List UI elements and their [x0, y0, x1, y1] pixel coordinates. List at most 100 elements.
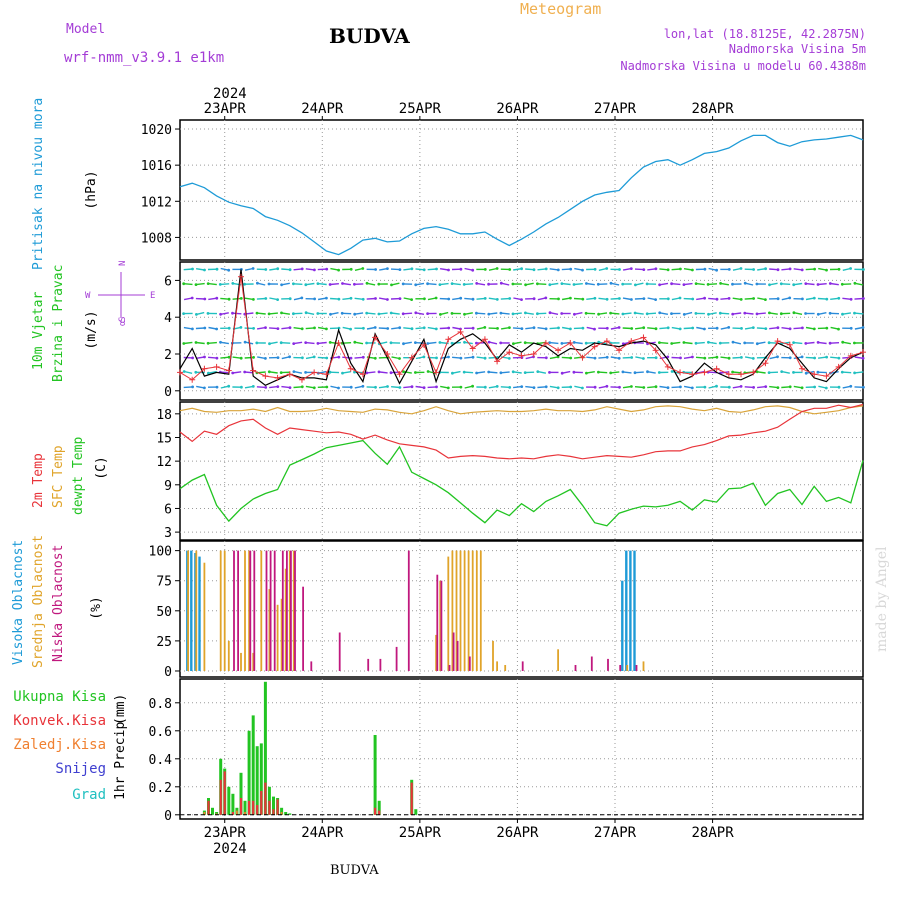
wind-arrow-head: [560, 342, 564, 345]
precip-ytick-label-0: 0: [164, 809, 172, 824]
wind-arrow: [439, 282, 449, 286]
model-value: wrf-nmm_v3.9.1 e1km: [64, 50, 224, 66]
wind-arrow-head: [459, 385, 463, 389]
wind-arrow: [561, 326, 571, 330]
wind-arrow: [757, 371, 766, 374]
wind-arrow-head: [511, 282, 515, 286]
wind-arrow-head: [707, 340, 710, 344]
wind-arrow-head: [715, 268, 718, 272]
wind-arrow-head: [203, 355, 206, 359]
wind-arrow-head: [841, 340, 845, 344]
wind-arrow-head: [788, 267, 792, 271]
wind-arrow: [720, 282, 730, 286]
wind-arrow: [830, 342, 840, 344]
wind-arrow-head: [703, 356, 707, 360]
wind-arrow: [476, 297, 486, 300]
cloud-bar-mid: [447, 556, 450, 671]
wind-arrow: [756, 312, 766, 315]
wind-arrow: [427, 386, 437, 389]
meteogram-label: Meteogram: [520, 0, 601, 18]
wind-arrow-head: [573, 312, 576, 316]
wind-arrow-head: [548, 371, 551, 374]
wind-arrow-head: [300, 385, 304, 389]
temp-ytick-label-3: 12: [156, 455, 172, 470]
footer-title: BUDVA: [330, 863, 379, 878]
wind-arrow: [488, 312, 498, 315]
wind-arrow-head: [853, 371, 856, 375]
wind-arrow-head: [731, 370, 734, 374]
wind-arrow: [452, 282, 461, 286]
temp-ytick-label-4: 15: [156, 431, 172, 446]
cloud-bar-high: [633, 550, 636, 671]
cloud-bar-low: [448, 665, 451, 671]
precip-ytick-label-4: 0.8: [149, 697, 172, 712]
wind-arrow: [854, 356, 864, 359]
wind-arrow-head: [219, 340, 222, 344]
wind-arrow: [525, 312, 534, 315]
wind-arrow-head: [792, 283, 796, 287]
wind-arrow: [317, 326, 327, 330]
wind-arrow-head: [536, 312, 539, 316]
wind-arrow: [744, 297, 754, 300]
precip-legend-snow: Snijeg: [55, 761, 106, 777]
clouds-panel: 0 25 50 75 100 Visoka Oblacnost Srednja Obla…: [11, 535, 864, 680]
wind-arrow: [549, 385, 559, 389]
wind-arrow: [366, 371, 376, 374]
wind-arrow-head: [764, 267, 767, 271]
precip-bar: [227, 786, 231, 815]
wind-arrow-head: [666, 297, 670, 301]
wind-arrow-head: [657, 371, 661, 374]
wind-arrow-head: [633, 371, 637, 375]
wind-arrow-head: [597, 370, 600, 374]
wind-arrow-head: [593, 296, 597, 300]
wind-arrow: [281, 312, 291, 315]
wind-arrow: [708, 356, 717, 359]
wind-arrow: [390, 268, 400, 271]
wind-arrow-head: [804, 282, 808, 285]
wind-arrow: [574, 341, 583, 345]
wind-arrow-head: [422, 355, 426, 359]
clouds-ytick-label-0: 0: [164, 665, 172, 680]
wind-arrow: [732, 297, 742, 301]
wind-arrow: [317, 356, 327, 359]
cloud-bar-high: [629, 550, 632, 671]
wind-arrow-head: [304, 311, 308, 315]
wind-arrow: [708, 341, 717, 345]
precip-bar: [239, 798, 243, 815]
cloud-bar-low: [269, 550, 272, 671]
wind-arrow-head: [337, 386, 340, 390]
wind-arrow-head: [776, 386, 780, 389]
wind-arrow: [500, 386, 510, 389]
wind-arrow-head: [227, 268, 231, 272]
wind-arrow-head: [462, 283, 466, 286]
wind-arrow-head: [422, 386, 426, 390]
wind-arrow-head: [398, 297, 402, 300]
wind-arrow-head: [837, 267, 841, 271]
wind-arrow: [195, 356, 205, 359]
wind-arrow-head: [288, 297, 292, 301]
wind-arrow-head: [365, 371, 369, 375]
wind-arrow-head: [349, 356, 353, 360]
wind-arrow-head: [182, 342, 186, 345]
wind-arrow-head: [813, 356, 816, 360]
wind-arrow: [634, 371, 644, 374]
cloud-bar-mid: [276, 604, 279, 671]
wind-arrow-head: [828, 341, 832, 345]
wind-arrow: [598, 356, 608, 359]
wind-arrow-head: [349, 267, 353, 271]
wind-arrow-head: [752, 386, 755, 389]
wind-arrow: [366, 297, 376, 300]
cloud-bar-mid: [496, 661, 498, 671]
cloud-bar-high: [625, 550, 628, 671]
wind-arrow: [464, 371, 474, 374]
wind-arrow: [744, 386, 754, 389]
wind-arrow: [598, 312, 608, 315]
wind-arrow-head: [837, 327, 840, 331]
wind-arrow: [537, 268, 547, 271]
wind-arrow-head: [389, 341, 393, 345]
wind-arrow: [610, 356, 620, 359]
wind-arrow: [732, 385, 742, 389]
wind-arrow-head: [471, 268, 475, 272]
wind-arrow-head: [475, 371, 478, 375]
wind-arrow: [317, 268, 327, 271]
